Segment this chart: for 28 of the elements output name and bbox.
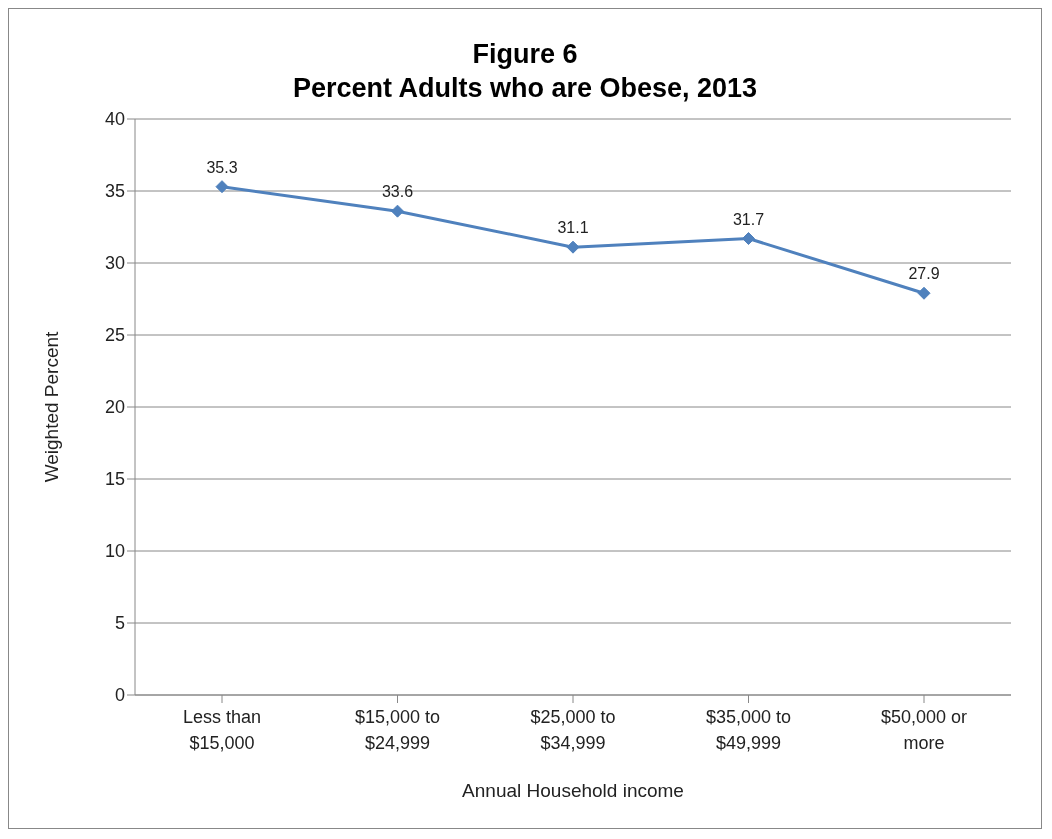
y-tick-label: 15 [104,469,125,490]
y-tick-label: 35 [104,181,125,202]
chart-title: Figure 6 [471,38,579,71]
data-label: 31.1 [557,219,589,237]
y-tick-label: 5 [114,613,125,634]
y-tick-label: 0 [114,685,125,706]
y-tick-label: 30 [104,253,125,274]
point [215,180,229,194]
chart-subtitle: Percent Adults who are Obese, 2013 [291,72,759,105]
y-tick-label: 40 [104,109,125,130]
point [742,232,755,246]
point [391,204,404,218]
data-label: 27.9 [908,265,940,283]
data-label: 33.6 [381,183,414,201]
x-axis-title: Annual Household income [462,780,684,801]
y-tick-label: 10 [104,541,125,562]
x-tick-label: $15,000 to $24,999 [354,707,441,753]
x-tick-label: $25,000 to $34,999 [530,707,616,753]
point [917,286,931,300]
x-tick-label: $35,000 to $49,999 [705,707,792,753]
x-tick-label: Less than $15,000 [182,707,262,753]
x-tick-label: $50,000 or more [880,707,968,753]
point [566,240,580,254]
y-axis-title: Weighted Percent [40,330,62,483]
y-tick-label: 25 [104,325,125,346]
data-label: 31.7 [732,210,765,228]
y-tick-label: 20 [104,397,125,418]
data-label: 35.3 [206,158,238,176]
